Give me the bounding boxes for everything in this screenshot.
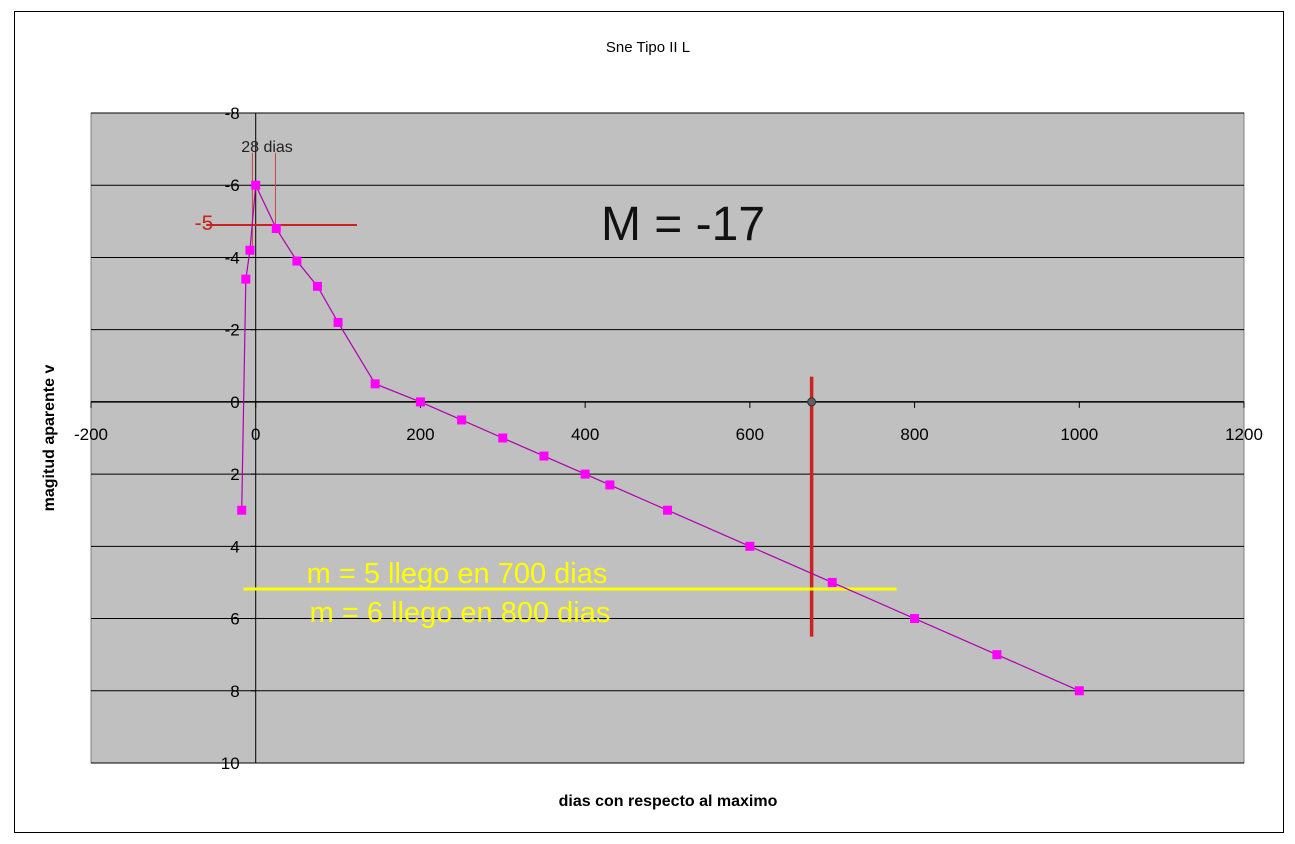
data-point — [539, 451, 549, 461]
data-point — [992, 650, 1002, 660]
annotation-absolute-magnitude: M = -17 — [601, 198, 765, 251]
annotation-m5: m = 5 llego en 700 dias — [307, 558, 608, 590]
data-point — [1074, 686, 1084, 696]
x-tick-label: -200 — [74, 425, 108, 444]
y-tick-label: -6 — [225, 176, 240, 195]
y-tick-label: -4 — [225, 248, 240, 267]
y-tick-label: 2 — [230, 465, 239, 484]
data-point — [333, 317, 343, 327]
data-point — [663, 505, 672, 515]
data-point — [251, 180, 261, 190]
data-point — [241, 274, 251, 284]
data-point — [498, 433, 508, 443]
data-point — [245, 245, 255, 255]
data-point — [415, 397, 425, 407]
y-tick-label: -2 — [225, 321, 240, 340]
tick-labels: -200 0 200 400 600 800 1000 1200 -8 -6 -4 -2 0 2 4 6 8 10 — [74, 104, 1263, 773]
annotation-m6: m = 6 llego en 800 dias — [310, 597, 611, 629]
annotation-28-dias: 28 dias — [241, 139, 293, 156]
annotation-minus-5: -5 — [195, 212, 214, 235]
y-tick-label: 0 — [230, 393, 239, 412]
plot-area — [90, 112, 1245, 764]
x-tick-label: 0 — [251, 425, 260, 444]
data-point — [827, 577, 837, 587]
y-tick-label: 4 — [230, 537, 239, 556]
data-point — [605, 480, 615, 490]
extra-data-point — [807, 397, 817, 407]
data-point — [580, 469, 590, 479]
x-tick-label: 800 — [900, 425, 928, 444]
data-point — [312, 281, 322, 291]
x-tick-label: 1200 — [1225, 425, 1263, 444]
data-point — [271, 224, 281, 234]
x-tick-label: 600 — [736, 425, 764, 444]
y-tick-label: 8 — [230, 682, 239, 701]
chart-title: Sne Tipo II L — [606, 39, 690, 56]
x-tick-label: 1000 — [1060, 425, 1098, 444]
data-point — [457, 415, 467, 425]
y-axis-label: magitud aparente v — [41, 365, 58, 512]
data-point — [910, 614, 920, 624]
data-point — [237, 505, 247, 515]
x-axis-label: dias con respecto al maximo — [559, 793, 778, 810]
x-tick-label: 400 — [571, 425, 599, 444]
y-tick-label: 10 — [221, 754, 240, 773]
data-point — [745, 541, 755, 551]
y-tick-label: 6 — [230, 610, 239, 629]
data-point — [370, 379, 380, 389]
series-magenta — [237, 180, 1084, 696]
annotation-lines — [206, 152, 897, 637]
y-tick-label: -8 — [225, 104, 240, 123]
data-point — [292, 256, 302, 266]
x-tick-label: 200 — [406, 425, 434, 444]
